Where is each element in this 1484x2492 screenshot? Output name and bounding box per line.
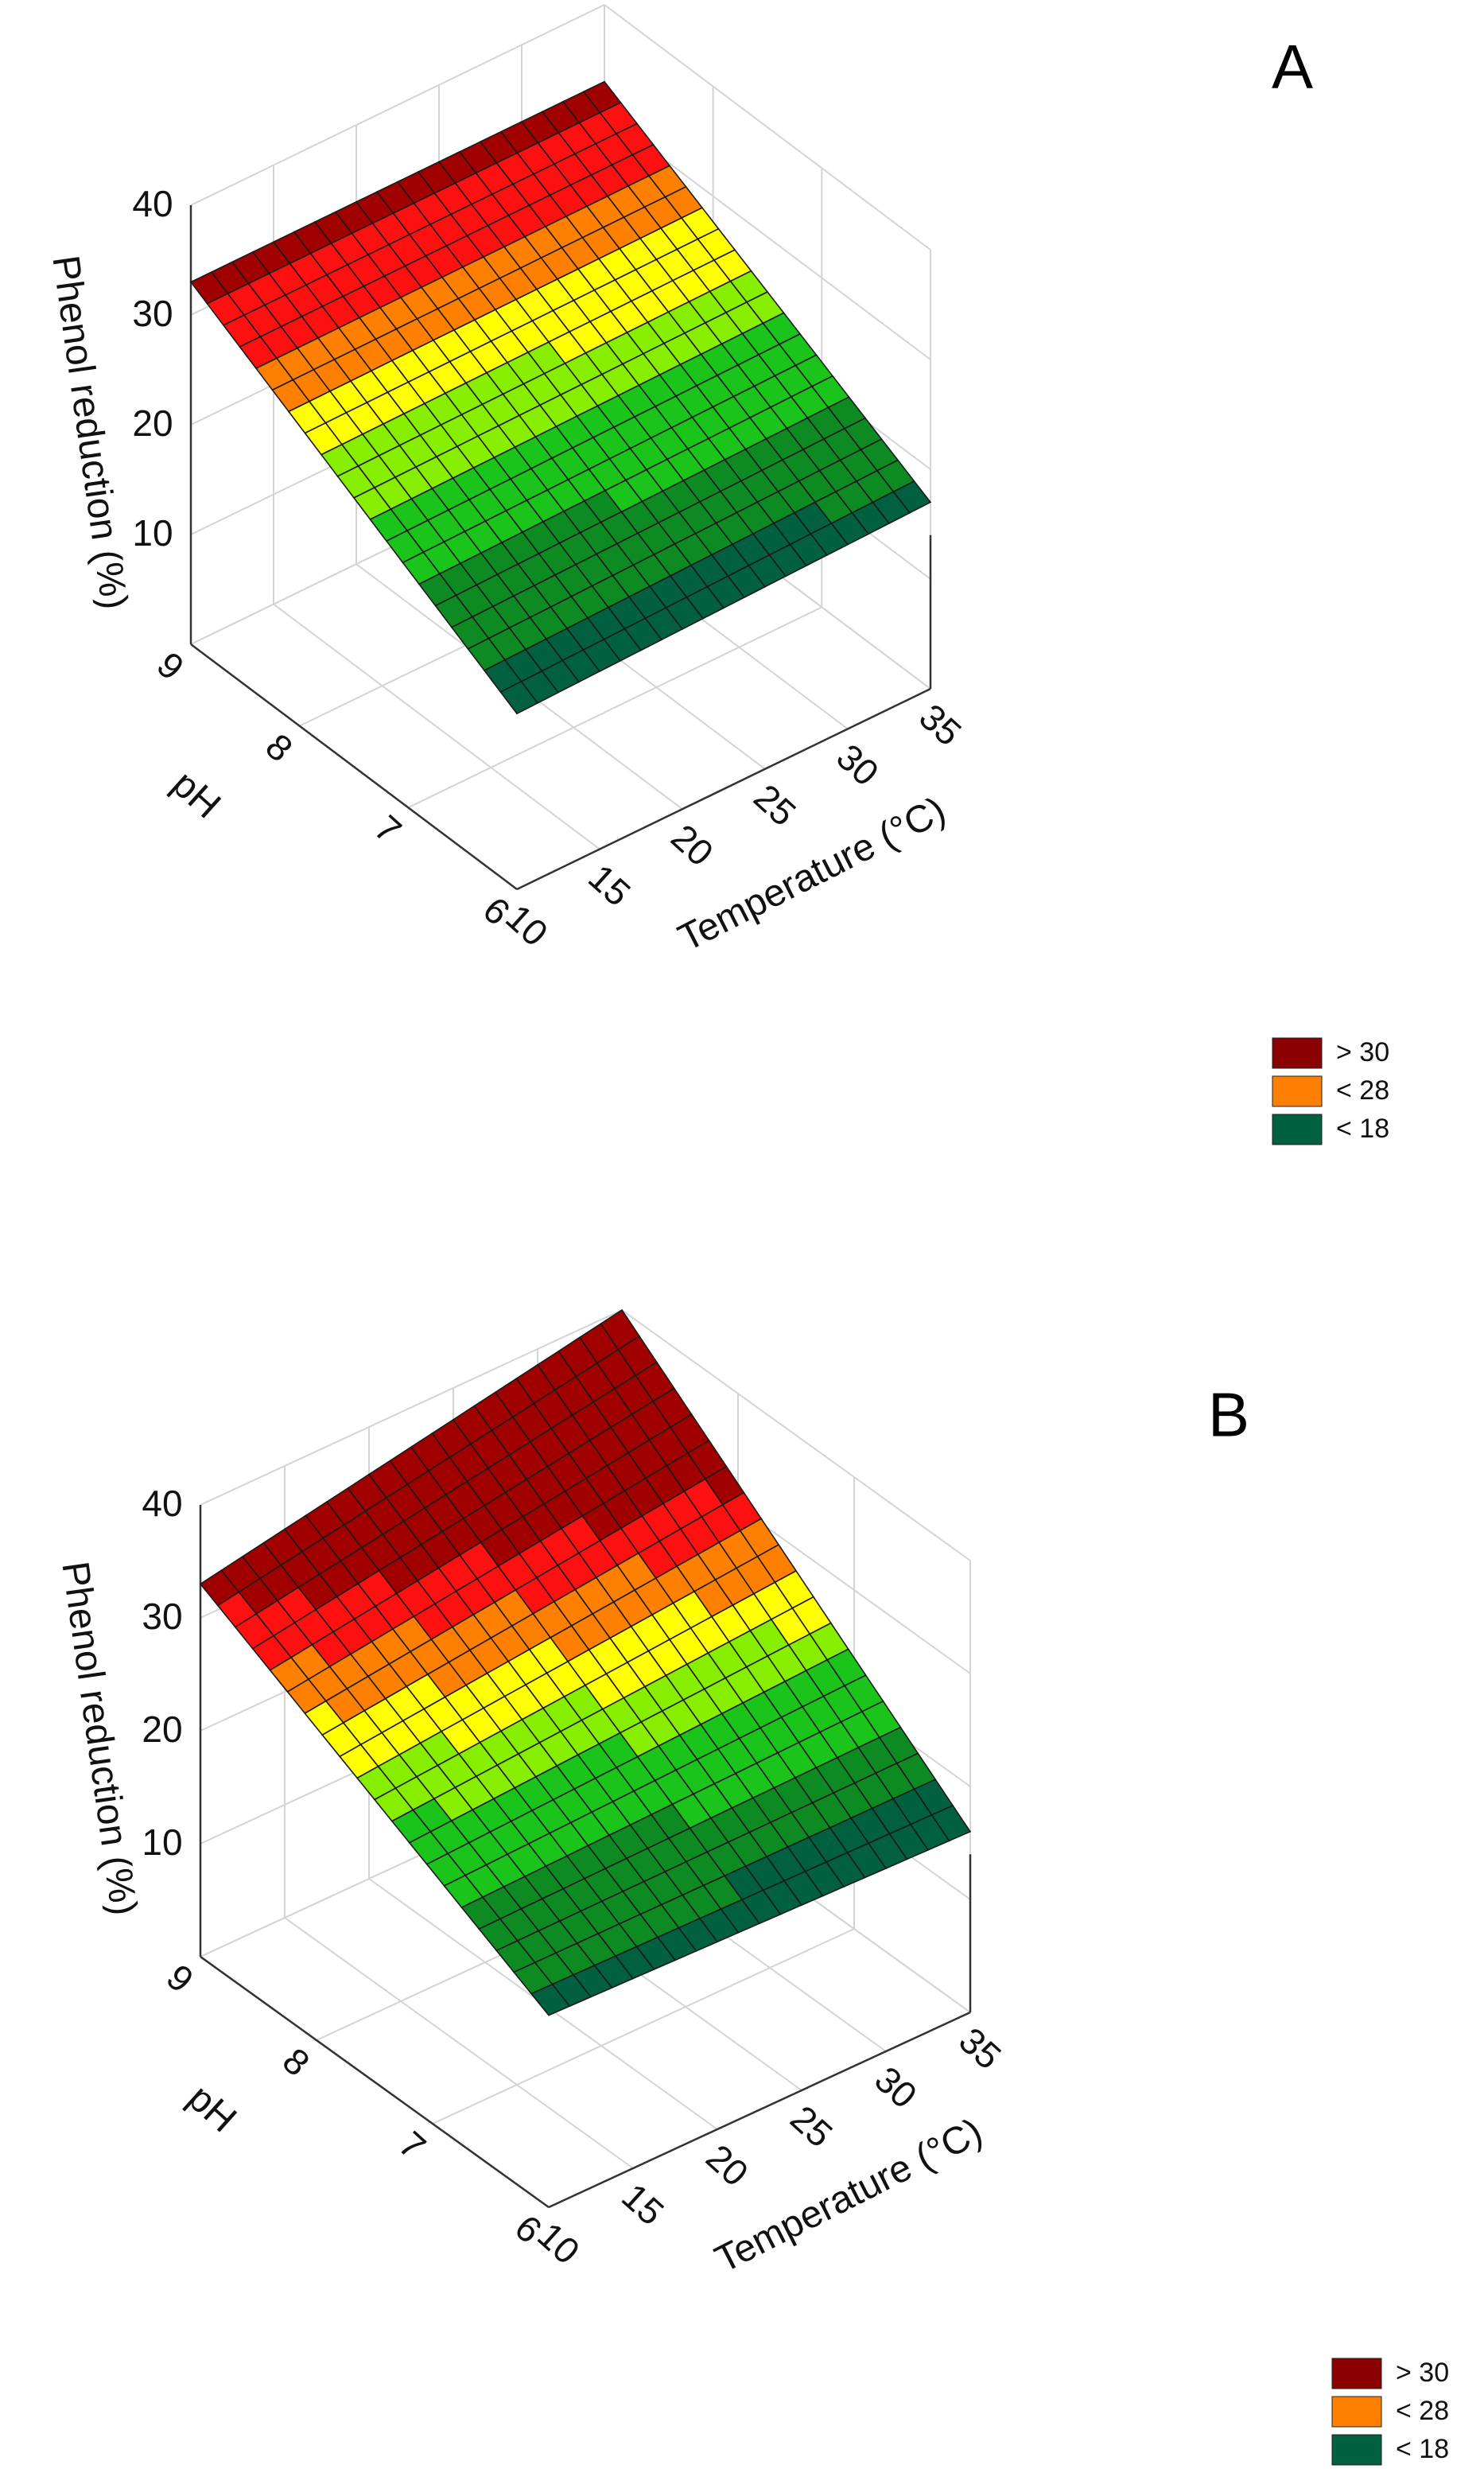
surface-cell	[930, 1804, 972, 1842]
gridline	[407, 606, 822, 809]
panel-letter: B	[1208, 1380, 1249, 1450]
surface-cell	[892, 480, 932, 514]
y-tick-label: 7	[367, 807, 410, 852]
y-tick-label: 9	[159, 1956, 202, 2000]
z-tick-label: 20	[132, 402, 173, 444]
legend-swatch	[1272, 1037, 1323, 1069]
legend-swatch	[1331, 2434, 1382, 2466]
z-axis-title: Phenol reduction (%)	[53, 1559, 145, 1918]
z-tick-label: 40	[132, 183, 173, 224]
gridline	[200, 1309, 623, 1506]
y-axis-title: pH	[180, 2077, 244, 2140]
legend: > 30 < 28 < 18	[1272, 1037, 1389, 1145]
axes-frame	[189, 205, 932, 891]
legend-label: < 18	[1336, 1114, 1389, 1144]
x-tick-label: 30	[867, 2059, 925, 2117]
z-tick-label: 30	[132, 293, 173, 334]
legend-swatch	[1272, 1114, 1323, 1145]
panel-letter: A	[1272, 32, 1313, 102]
z-tick-label: 30	[142, 1596, 182, 1637]
legend: > 30 < 28 < 18	[1331, 2358, 1449, 2466]
y-tick-label: 8	[258, 725, 301, 770]
z-tick-label: 10	[142, 1821, 182, 1863]
x-tick-label: 20	[663, 816, 721, 874]
gridline	[604, 4, 931, 251]
x-tick-label: 15	[614, 2175, 672, 2233]
z-axis-title: Phenol reduction (%)	[44, 253, 135, 612]
y-tick-label: 7	[391, 2123, 434, 2167]
gridline	[284, 1917, 634, 2169]
x-tick-label: 30	[829, 736, 887, 794]
y-tick-label: 9	[150, 643, 192, 688]
x-axis-title: Temperature (°C)	[672, 789, 953, 960]
legend-label: < 28	[1336, 1075, 1389, 1106]
x-axis-title: Temperature (°C)	[709, 2110, 989, 2281]
z-tick-label: 10	[132, 512, 173, 554]
x-tick-label: 35	[951, 2020, 1009, 2078]
response-surface	[189, 80, 932, 715]
legend-label: < 28	[1396, 2396, 1449, 2426]
gridline	[432, 1928, 855, 2125]
response-surface	[199, 1308, 972, 2016]
y-axis-title: pH	[164, 763, 228, 826]
x-tick-label: 25	[746, 776, 804, 834]
x-tick-label: 15	[581, 856, 639, 914]
gridline	[273, 603, 600, 850]
z-tick-label: 40	[142, 1483, 182, 1524]
x-axis-line	[548, 2011, 971, 2209]
y-axis-line	[190, 643, 518, 890]
z-tick-label: 20	[142, 1709, 182, 1750]
gridline	[190, 4, 605, 206]
x-tick-label: 25	[783, 2097, 841, 2156]
gridline	[621, 1309, 971, 1561]
y-axis-line	[200, 1955, 550, 2209]
legend-label: > 30	[1336, 1037, 1389, 1067]
legend-swatch	[1272, 1075, 1323, 1107]
legend-label: < 18	[1396, 2434, 1449, 2464]
legend-swatch	[1331, 2358, 1382, 2389]
y-tick-label: 8	[275, 2039, 318, 2084]
x-tick-label: 35	[911, 696, 969, 754]
legend-swatch	[1331, 2396, 1382, 2428]
axes-frame	[199, 1505, 972, 2209]
x-axis-line	[516, 687, 931, 891]
legend-label: > 30	[1396, 2358, 1449, 2388]
x-tick-label: 20	[698, 2136, 756, 2195]
